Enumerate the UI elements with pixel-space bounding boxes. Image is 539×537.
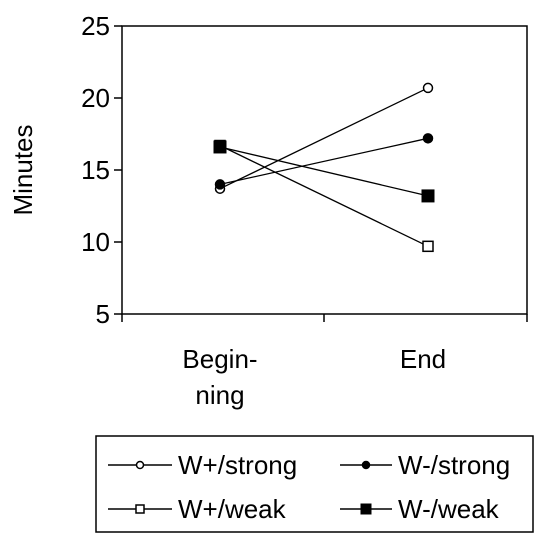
legend-marker: [361, 460, 371, 470]
series-line: [219, 146, 429, 197]
data-point: [422, 133, 434, 144]
data-point: [421, 189, 435, 203]
series-line: [219, 144, 429, 247]
y-tick-label: 15: [81, 155, 110, 185]
data-point: [213, 140, 227, 154]
data-point: [422, 82, 434, 94]
y-ticks: 5 10 15 20 25: [81, 11, 122, 329]
y-tick-label: 20: [81, 83, 110, 113]
legend-label: W+/weak: [178, 494, 287, 524]
series-line: [219, 137, 429, 186]
legend-label: W-/strong: [398, 450, 510, 480]
legend-label: W-/weak: [398, 494, 500, 524]
series-markers: [213, 82, 435, 253]
plot-frame: [121, 25, 528, 315]
y-tick-label: 10: [81, 227, 110, 257]
y-axis-title: Minutes: [8, 124, 38, 215]
y-tick-label: 5: [96, 299, 110, 329]
legend-box: [95, 435, 534, 533]
legend: W+/strong W-/strong W+/weak W-/weak: [108, 450, 510, 524]
x-tick-label: End: [400, 344, 446, 374]
legend-marker: [135, 504, 145, 514]
legend-label: W+/strong: [178, 450, 297, 480]
legend-marker: [135, 460, 145, 470]
series-line: [219, 87, 429, 190]
data-point: [214, 179, 226, 190]
y-tick-label: 25: [81, 11, 110, 41]
series-lines: [219, 87, 429, 247]
legend-marker: [360, 503, 372, 515]
x-ticks: Begin-ning End: [121, 314, 528, 410]
x-tick-label: Begin-ning: [182, 344, 257, 410]
data-point: [422, 240, 434, 253]
